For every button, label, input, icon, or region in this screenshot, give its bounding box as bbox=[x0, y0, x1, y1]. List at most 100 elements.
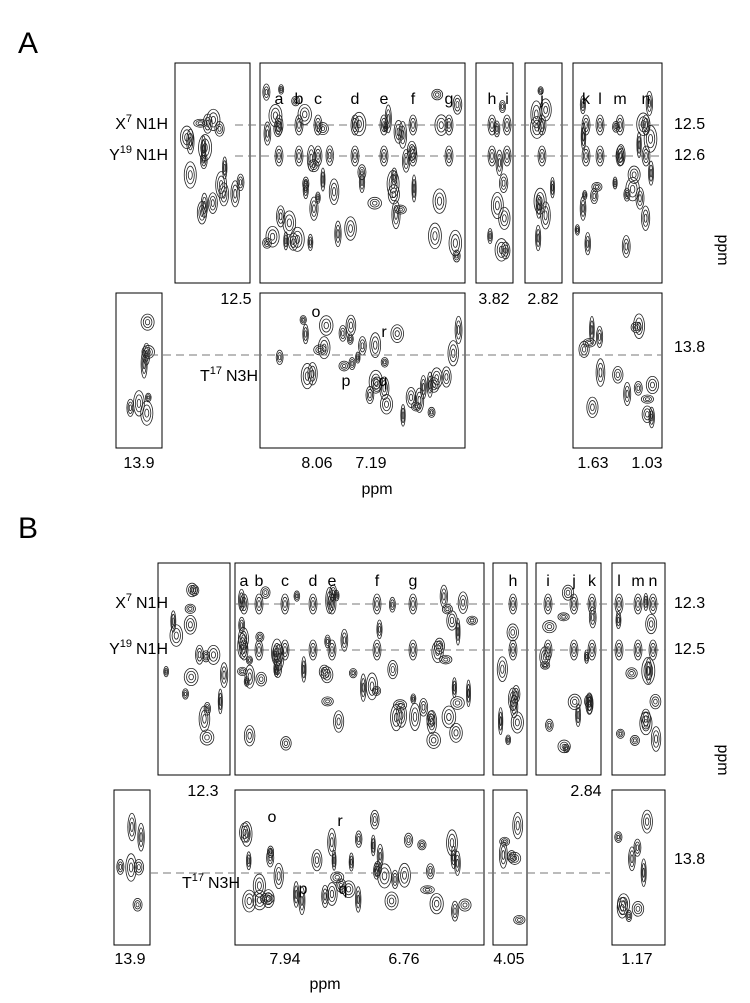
peak-contour bbox=[125, 853, 137, 882]
peak-contour bbox=[578, 340, 590, 358]
peak-contour bbox=[315, 193, 320, 202]
peak-contour bbox=[641, 809, 653, 834]
peak-contour bbox=[127, 812, 137, 842]
peak-contour bbox=[275, 148, 283, 164]
peak-contour bbox=[426, 731, 441, 749]
spectrum-box bbox=[475, 62, 514, 284]
peak-contour bbox=[361, 682, 365, 693]
peak-contour bbox=[409, 393, 414, 402]
spectrum-box bbox=[572, 62, 663, 284]
peak-contour bbox=[615, 833, 622, 842]
peak-label: p bbox=[299, 881, 308, 898]
peak-contour bbox=[589, 316, 595, 344]
peak-contour bbox=[408, 114, 418, 136]
peak-contour bbox=[452, 904, 458, 919]
peak-contour bbox=[452, 698, 463, 708]
spectrum-box bbox=[157, 562, 231, 776]
peak-contour bbox=[580, 199, 586, 217]
peak-contour bbox=[350, 145, 360, 167]
peak-contour bbox=[277, 152, 281, 160]
peak-contour bbox=[371, 336, 380, 354]
peak-contour bbox=[316, 121, 320, 129]
peak-contour bbox=[500, 838, 509, 845]
peak-contour bbox=[630, 321, 642, 333]
peak-contour bbox=[378, 851, 382, 861]
peak-contour bbox=[183, 691, 187, 697]
peak-contour bbox=[550, 176, 555, 199]
peak-contour bbox=[357, 164, 367, 181]
peak-contour bbox=[511, 695, 515, 704]
peak-contour bbox=[642, 117, 650, 133]
peak-contour bbox=[576, 707, 581, 724]
peak-contour bbox=[583, 193, 586, 198]
peak-label: n bbox=[642, 91, 651, 108]
peak-contour bbox=[372, 200, 378, 206]
peak-contour bbox=[373, 642, 381, 658]
peak-contour bbox=[384, 400, 389, 408]
peak-contour bbox=[242, 600, 246, 608]
peak-contour bbox=[586, 396, 599, 418]
peak-contour bbox=[494, 123, 500, 135]
peak-contour bbox=[181, 688, 189, 700]
peak-contour bbox=[366, 388, 373, 402]
peak-contour bbox=[323, 321, 329, 330]
peak-contour bbox=[256, 896, 263, 904]
peak-contour bbox=[300, 363, 314, 390]
peak-contour bbox=[653, 698, 658, 705]
peak-contour bbox=[354, 115, 365, 133]
peak-contour bbox=[350, 114, 360, 136]
peak-contour bbox=[651, 600, 655, 608]
peak-contour bbox=[447, 121, 451, 129]
peak-contour bbox=[569, 593, 579, 615]
peak-contour bbox=[348, 852, 355, 872]
peak-contour bbox=[396, 127, 401, 137]
peak-contour bbox=[398, 207, 403, 212]
peak-contour bbox=[395, 703, 407, 728]
peak-contour bbox=[240, 642, 248, 658]
peak-contour bbox=[327, 639, 337, 661]
panel-letter: B bbox=[18, 512, 38, 545]
peak-contour bbox=[542, 620, 557, 634]
peak-contour bbox=[635, 186, 645, 210]
peak-contour bbox=[330, 871, 345, 884]
peak-contour bbox=[643, 715, 648, 723]
peak-contour bbox=[170, 610, 177, 633]
peak-contour bbox=[391, 200, 401, 230]
peak-contour bbox=[448, 613, 456, 628]
peak-contour bbox=[570, 596, 578, 612]
peak-contour bbox=[370, 809, 380, 830]
peak-contour bbox=[618, 121, 622, 129]
peak-contour bbox=[615, 145, 625, 167]
peak-contour bbox=[188, 137, 192, 147]
peak-contour bbox=[311, 163, 316, 169]
peak-contour bbox=[639, 711, 653, 736]
peak-contour bbox=[411, 695, 416, 703]
peak-contour bbox=[502, 214, 507, 223]
peak-contour bbox=[436, 196, 443, 206]
peak-contour bbox=[341, 880, 356, 898]
peak-contour bbox=[540, 201, 551, 230]
peak-contour bbox=[445, 148, 453, 164]
peak-contour bbox=[346, 220, 355, 237]
peak-contour bbox=[414, 404, 419, 409]
peak-contour bbox=[570, 642, 578, 658]
peak-contour bbox=[456, 622, 460, 642]
peak-contour bbox=[325, 586, 334, 614]
peak-contour bbox=[636, 646, 640, 654]
peak-contour bbox=[392, 327, 402, 340]
peak-contour bbox=[508, 626, 517, 639]
peak-contour bbox=[456, 626, 460, 637]
peak-contour bbox=[247, 857, 250, 865]
peak-contour bbox=[375, 868, 378, 875]
peak-contour bbox=[186, 128, 195, 155]
peak-contour bbox=[435, 640, 444, 652]
peak-contour bbox=[230, 180, 240, 208]
peak-contour bbox=[238, 588, 245, 612]
peak-contour bbox=[449, 722, 463, 743]
tick-label: 2.82 bbox=[527, 291, 558, 308]
peak-contour bbox=[510, 853, 520, 863]
peak-contour bbox=[340, 362, 348, 370]
peak-contour bbox=[451, 677, 457, 699]
peak-contour bbox=[645, 90, 653, 116]
